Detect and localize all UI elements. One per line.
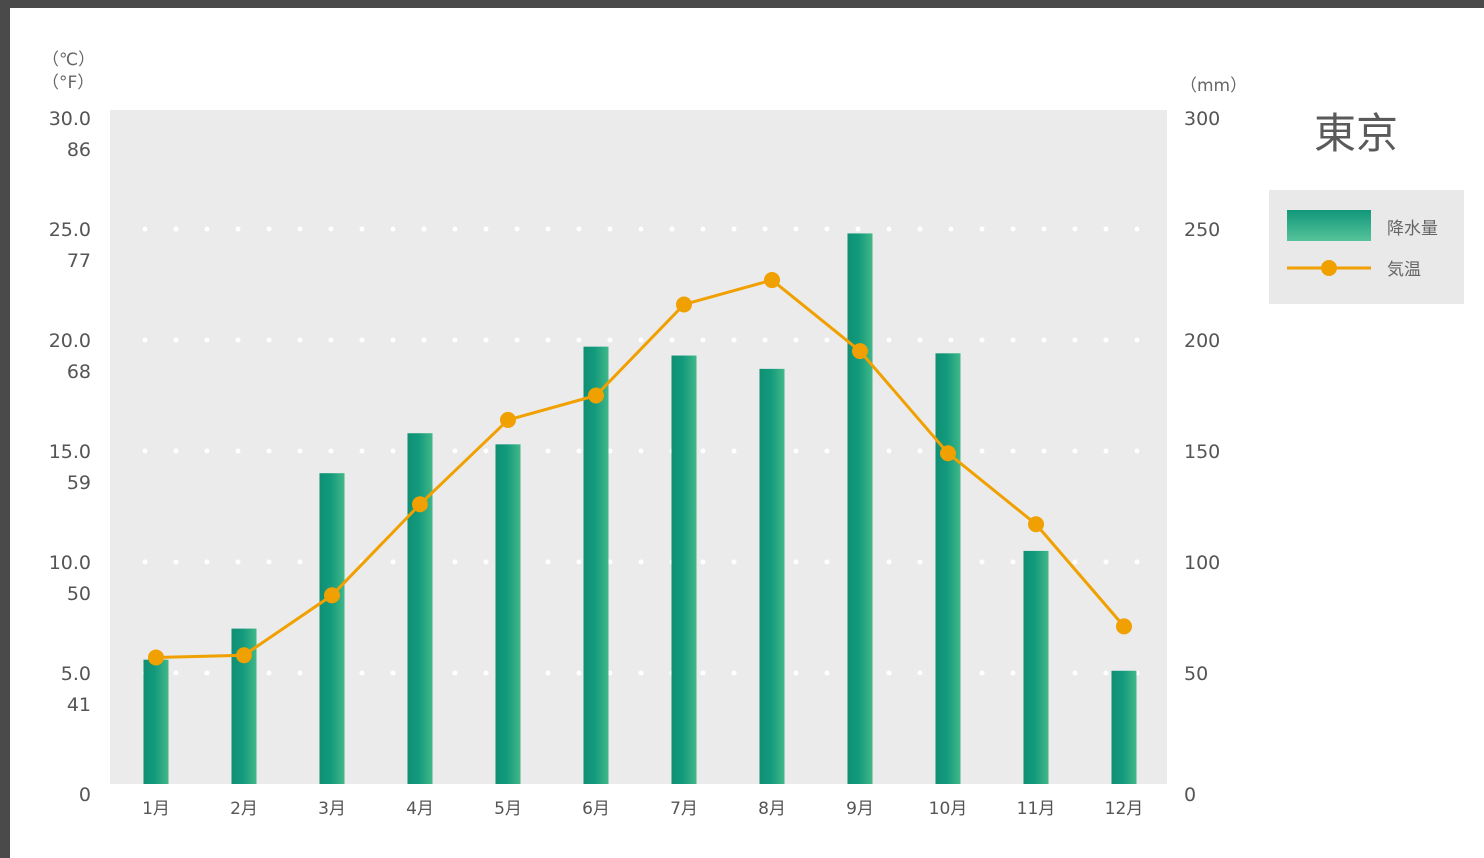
temperature-point (588, 387, 604, 404)
temperature-point (1028, 516, 1044, 533)
x-axis-label: 6月 (582, 799, 610, 819)
right-axis: （mm） 0 50 100 150 200 250 300 (1180, 76, 1247, 806)
right-axis-tick: 200 (1184, 330, 1220, 352)
left-axis-tick-f: 68 (67, 361, 91, 383)
legend-box (1269, 190, 1464, 304)
x-axis-label: 12月 (1105, 799, 1144, 819)
right-axis-unit: （mm） (1180, 76, 1247, 96)
right-axis-tick: 150 (1184, 441, 1220, 463)
left-axis-tick-c: 15.0 (49, 441, 91, 463)
chart: （℃） （°F） 0 5.0 41 10.0 50 15.0 59 20.0 68 25.0 77 3… (42, 50, 1464, 819)
left-axis-tick-c: 20.0 (49, 330, 91, 352)
x-axis-label: 7月 (670, 799, 698, 819)
x-axis-label: 3月 (318, 799, 346, 819)
right-axis-tick: 300 (1184, 108, 1220, 130)
legend: 降水量 気温 (1269, 190, 1464, 304)
temperature-line-layer (148, 272, 1132, 666)
bar-precipitation (1023, 550, 1049, 784)
legend-bar-swatch (1287, 210, 1371, 241)
bar-precipitation (583, 346, 609, 784)
x-axis-label: 9月 (846, 799, 874, 819)
bar-precipitation (319, 473, 345, 784)
temperature-point (236, 647, 252, 664)
temperature-point (412, 496, 428, 513)
left-axis-unit-f: （°F） (42, 73, 94, 93)
temperature-point (852, 343, 868, 360)
bar-precipitation (495, 444, 521, 784)
bar-precipitation (1111, 670, 1137, 784)
left-axis-tick-c: 25.0 (49, 219, 91, 241)
x-axis-label: 11月 (1017, 799, 1056, 819)
legend-label-precipitation: 降水量 (1387, 219, 1438, 239)
chart-frame: （℃） （°F） 0 5.0 41 10.0 50 15.0 59 20.0 68 25.0 77 3… (10, 8, 1484, 858)
temperature-point (324, 587, 340, 604)
x-axis-label: 1月 (142, 799, 170, 819)
left-axis-unit-c: （℃） (42, 50, 95, 70)
x-axis-label: 10月 (929, 799, 968, 819)
legend-line-marker (1321, 260, 1337, 276)
temperature-point (940, 445, 956, 462)
plot-background (110, 110, 1167, 784)
temperature-point (676, 296, 692, 313)
left-axis-tick-f: 41 (67, 694, 91, 716)
x-axis: 1月 2月 3月 4月 5月 6月 7月 8月 9月 10月 11月 12月 (142, 799, 1143, 819)
chart-title: 東京 (1314, 109, 1398, 158)
left-axis: （℃） （°F） 0 5.0 41 10.0 50 15.0 59 20.0 68 25.0 77 3… (42, 50, 95, 806)
temperature-line (155, 278, 1126, 659)
legend-label-temperature: 気温 (1387, 260, 1421, 280)
left-axis-tick-f: 59 (67, 472, 91, 494)
temperature-point (148, 649, 164, 666)
right-axis-tick: 250 (1184, 219, 1220, 241)
bar-precipitation (935, 353, 961, 784)
temperature-point (764, 272, 780, 289)
temperature-point (1116, 618, 1132, 635)
bar-precipitation (143, 659, 169, 784)
x-axis-label: 2月 (230, 799, 258, 819)
x-axis-label: 4月 (406, 799, 434, 819)
bar-precipitation (759, 368, 785, 784)
left-axis-tick-f: 50 (67, 583, 91, 605)
left-axis-tick-f: 86 (67, 139, 91, 161)
x-axis-label: 5月 (494, 799, 522, 819)
x-axis-label: 8月 (758, 799, 786, 819)
temperature-point (500, 411, 516, 428)
right-axis-tick: 50 (1184, 663, 1208, 685)
left-axis-tick-c: 30.0 (49, 108, 91, 130)
right-axis-tick: 0 (1184, 784, 1196, 806)
left-axis-tick-f: 77 (67, 250, 91, 272)
bar-precipitation (407, 433, 433, 784)
left-axis-tick-c: 0 (79, 784, 91, 806)
precipitation-bars (143, 233, 1137, 784)
left-axis-tick-c: 5.0 (61, 663, 91, 685)
bar-precipitation (847, 233, 873, 784)
bar-precipitation (671, 355, 697, 784)
right-axis-tick: 100 (1184, 552, 1220, 574)
left-axis-tick-c: 10.0 (49, 552, 91, 574)
